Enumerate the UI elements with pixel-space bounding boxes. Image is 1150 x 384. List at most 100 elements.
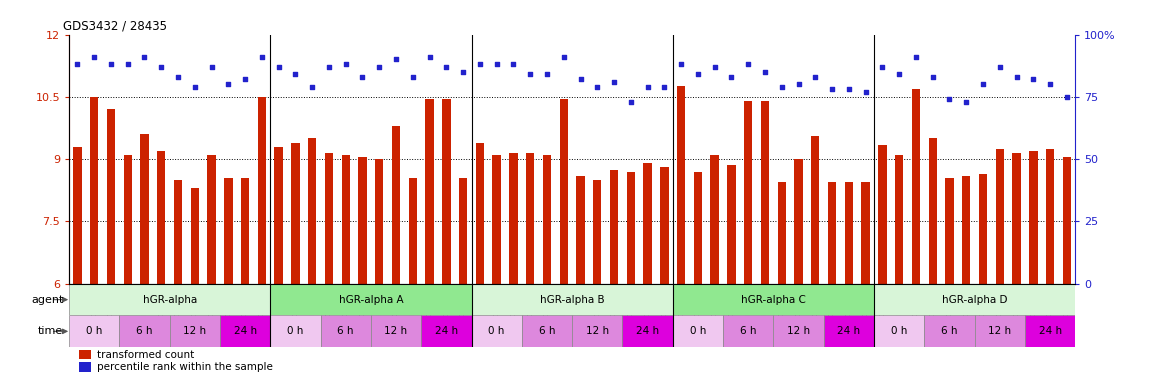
Point <box>840 86 858 93</box>
Point <box>253 54 271 60</box>
Bar <box>408 178 417 284</box>
Text: 6 h: 6 h <box>538 326 555 336</box>
Bar <box>275 147 283 284</box>
Point <box>823 86 842 93</box>
Point <box>85 54 104 60</box>
Bar <box>291 142 300 284</box>
Text: 24 h: 24 h <box>1038 326 1061 336</box>
Point <box>68 61 86 68</box>
Point <box>470 61 489 68</box>
Bar <box>693 172 703 284</box>
Point <box>890 71 908 78</box>
Point <box>504 61 522 68</box>
Text: 12 h: 12 h <box>787 326 810 336</box>
Bar <box>375 159 383 284</box>
Bar <box>912 89 920 284</box>
Bar <box>258 97 266 284</box>
Point <box>220 81 238 88</box>
Bar <box>240 178 250 284</box>
Bar <box>472 316 522 347</box>
Point <box>269 64 288 70</box>
Text: 24 h: 24 h <box>233 326 256 336</box>
Bar <box>1029 151 1037 284</box>
Bar <box>509 153 518 284</box>
Point <box>605 79 623 85</box>
Point <box>873 64 891 70</box>
Bar <box>874 284 1075 316</box>
Bar <box>963 176 971 284</box>
Bar <box>828 182 836 284</box>
Text: hGR-alpha B: hGR-alpha B <box>539 295 605 305</box>
Point <box>906 54 925 60</box>
Point <box>773 84 791 90</box>
Bar <box>874 316 925 347</box>
Text: GDS3432 / 28435: GDS3432 / 28435 <box>63 20 167 33</box>
Bar <box>69 316 120 347</box>
Point <box>353 74 371 80</box>
Point <box>488 61 506 68</box>
Bar <box>342 155 350 284</box>
Text: 12 h: 12 h <box>183 326 206 336</box>
Bar <box>324 153 333 284</box>
Point <box>990 64 1009 70</box>
Point <box>169 74 187 80</box>
Bar <box>174 180 182 284</box>
Bar <box>673 316 723 347</box>
Bar <box>823 316 874 347</box>
Bar <box>974 316 1025 347</box>
Text: time: time <box>38 326 63 336</box>
Bar <box>107 109 115 284</box>
Bar <box>727 166 736 284</box>
Bar <box>673 284 874 316</box>
Text: transformed count: transformed count <box>97 349 194 359</box>
Point <box>1058 94 1076 100</box>
Text: 12 h: 12 h <box>585 326 608 336</box>
Text: 0 h: 0 h <box>690 326 706 336</box>
Point <box>554 54 573 60</box>
Bar <box>120 316 170 347</box>
Bar <box>321 316 370 347</box>
Bar <box>308 138 316 284</box>
Text: 6 h: 6 h <box>941 326 958 336</box>
Bar <box>723 316 773 347</box>
Bar <box>895 155 904 284</box>
Point <box>789 81 807 88</box>
Text: hGR-alpha: hGR-alpha <box>143 295 197 305</box>
Bar <box>472 284 673 316</box>
Point <box>957 99 975 105</box>
Bar <box>610 170 619 284</box>
Bar <box>158 151 166 284</box>
Bar <box>79 350 91 359</box>
Point <box>705 64 723 70</box>
Point <box>421 54 439 60</box>
Point <box>638 84 657 90</box>
Text: 0 h: 0 h <box>489 326 505 336</box>
Point <box>521 71 539 78</box>
Point <box>672 61 690 68</box>
Point <box>689 71 707 78</box>
Bar <box>711 155 719 284</box>
Bar <box>925 316 974 347</box>
Point <box>286 71 305 78</box>
Bar <box>811 136 820 284</box>
Point <box>202 64 221 70</box>
Text: hGR-alpha A: hGR-alpha A <box>338 295 404 305</box>
Text: 24 h: 24 h <box>837 326 860 336</box>
Bar <box>170 316 220 347</box>
Text: 24 h: 24 h <box>636 326 659 336</box>
Bar <box>421 316 471 347</box>
Point <box>756 69 774 75</box>
Point <box>722 74 741 80</box>
Bar <box>1012 153 1021 284</box>
Bar <box>560 99 568 284</box>
Text: 0 h: 0 h <box>288 326 304 336</box>
Bar <box>861 182 869 284</box>
Point <box>656 84 674 90</box>
Bar <box>74 147 82 284</box>
Bar <box>140 134 148 284</box>
Bar <box>224 178 232 284</box>
Point <box>136 54 154 60</box>
Text: hGR-alpha C: hGR-alpha C <box>741 295 806 305</box>
Point <box>572 76 590 83</box>
Point <box>302 84 321 90</box>
